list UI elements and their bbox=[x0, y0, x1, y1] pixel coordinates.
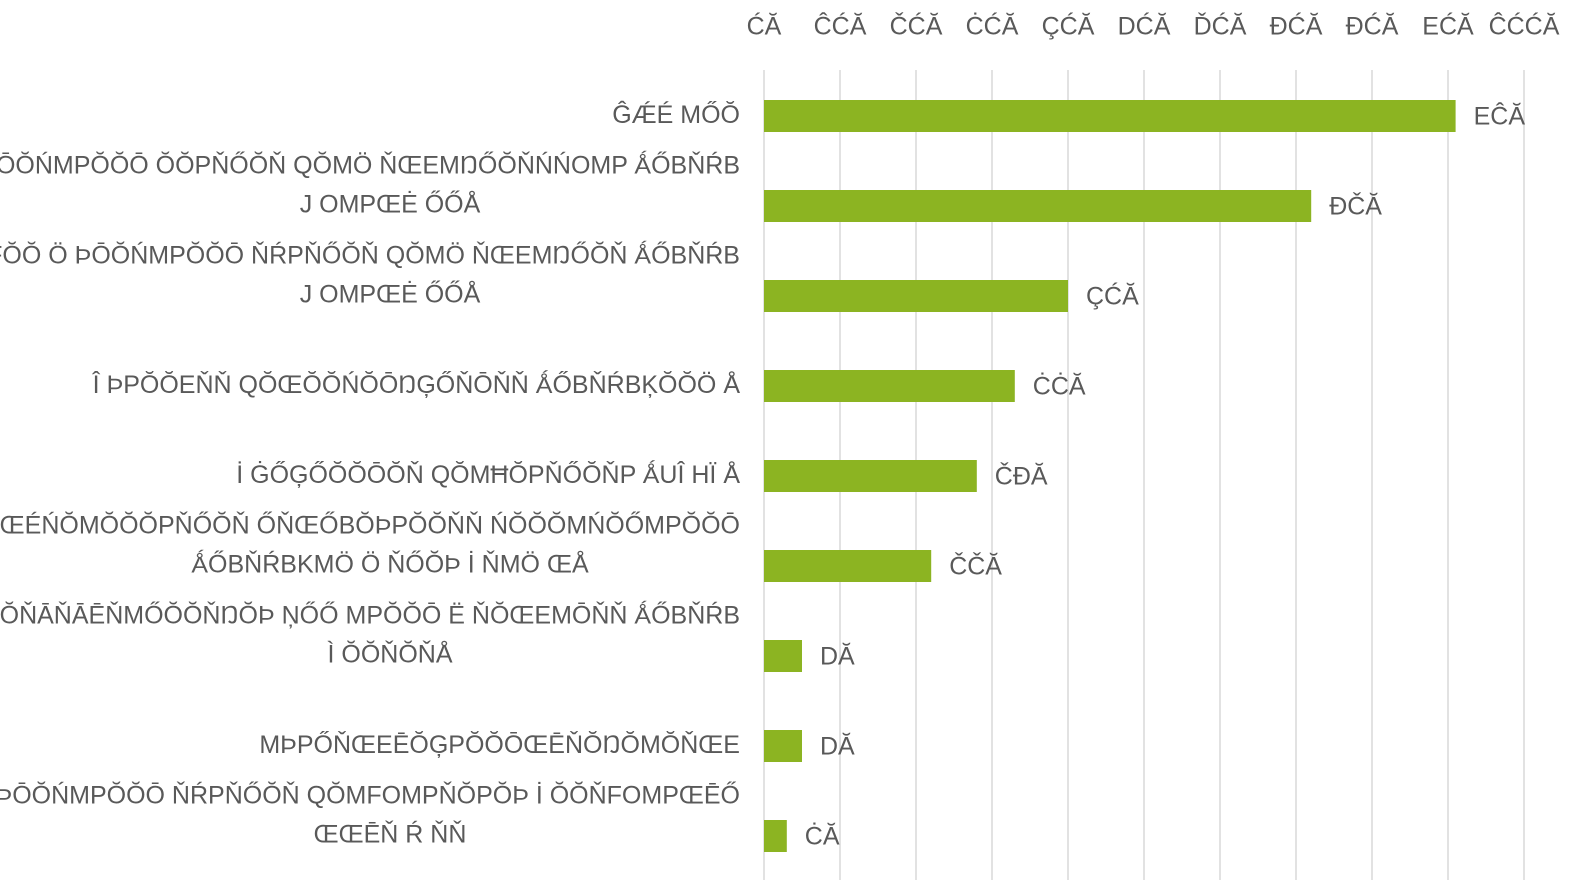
y-tick-label: FŎŎ Ö ÞŌŎŃMPŎŎŌ ŎŎPŇŐŎŇ QŎMÖ ŇŒEMŊŐŎŇŃŃO… bbox=[0, 149, 740, 218]
x-tick-label: ĆĂ bbox=[747, 12, 782, 41]
y-tick-label: Ī ĠŒŇMÞ ŒÉŃŎMŎŎŎPŇŐŎŇ ŐŇŒŐBŎÞPŎŎŇŇ ŃŎŎŎM… bbox=[0, 510, 740, 578]
data-label: ĊĊĂ bbox=[1033, 372, 1086, 401]
x-tick-label: ĐĆĂ bbox=[1270, 12, 1323, 41]
data-label: EĈĂ bbox=[1474, 102, 1526, 131]
x-tick-label: ĊĆĂ bbox=[966, 12, 1019, 41]
y-tick-label: MÞPŐŇŒEĒŎĢPŎŎŌŒĒŇŎŊŎMŎŇŒE bbox=[259, 730, 740, 759]
bar bbox=[764, 640, 802, 672]
x-tick-label: ÇĆĂ bbox=[1042, 12, 1095, 41]
bar bbox=[764, 100, 1456, 132]
data-label: DĂ bbox=[820, 732, 855, 761]
y-tick-label: İ ĠŐĢŐŎŎŌŎŇ QŎMĦŎPŇŐŎŇP ǺUÎ HÏ Å bbox=[236, 459, 740, 489]
bar bbox=[764, 730, 802, 762]
bar bbox=[764, 460, 977, 492]
data-label: DĂ bbox=[820, 642, 855, 671]
y-tick-label: Î ÞPŎŎŇĀŇĀĒŇMŐŎŎŇŊŎÞ ŅŐŐ MPŎŎŌ Ë ŇŎŒEMŌŇ… bbox=[0, 599, 740, 668]
bar bbox=[764, 280, 1068, 312]
x-tick-label: ČĆĂ bbox=[890, 12, 943, 41]
y-tick-label: FŎŎ Ö ÞŌŎŃMPŎŎŌ ŇŔPŇŐŎŇ QŎMÖ ŇŒEMŊŐŎŇ ǺŐ… bbox=[0, 239, 740, 308]
bar bbox=[764, 370, 1015, 402]
data-label: ĐČĂ bbox=[1329, 192, 1382, 221]
data-label: ČČĂ bbox=[949, 552, 1002, 581]
x-tick-label: ĈĆĆĂ bbox=[1489, 12, 1560, 41]
x-tick-label: ĎĆĂ bbox=[1194, 12, 1247, 41]
x-tick-label: ĈĆĂ bbox=[814, 12, 867, 41]
bar bbox=[764, 550, 932, 582]
x-tick-label: DĆĂ bbox=[1118, 12, 1171, 41]
x-tick-label: EĆĂ bbox=[1422, 12, 1474, 41]
bar bbox=[764, 190, 1312, 222]
data-label: ÇĆĂ bbox=[1086, 282, 1139, 311]
data-label: ČĐĂ bbox=[995, 462, 1048, 491]
x-tick-label: ĐĆĂ bbox=[1346, 12, 1399, 41]
y-tick-label: FŎŎ Ö ÞŌŎŃMPŎŎŌ ŇŔPŇŐŎŇ QŎMFOMPŇŎPŎÞ İ Ŏ… bbox=[0, 780, 740, 848]
y-tick-label: Î ÞPŎŎEŇŇ QŎŒŎŎŃŎŌŊĢŐŇŌŇŇ ǺŐBŇŔBĶŎŎÖ Å bbox=[92, 369, 741, 399]
data-label: ĊĂ bbox=[805, 822, 840, 851]
y-tick-label: ĜǼÉ MŐŎ bbox=[612, 100, 740, 129]
bar bbox=[764, 820, 787, 852]
